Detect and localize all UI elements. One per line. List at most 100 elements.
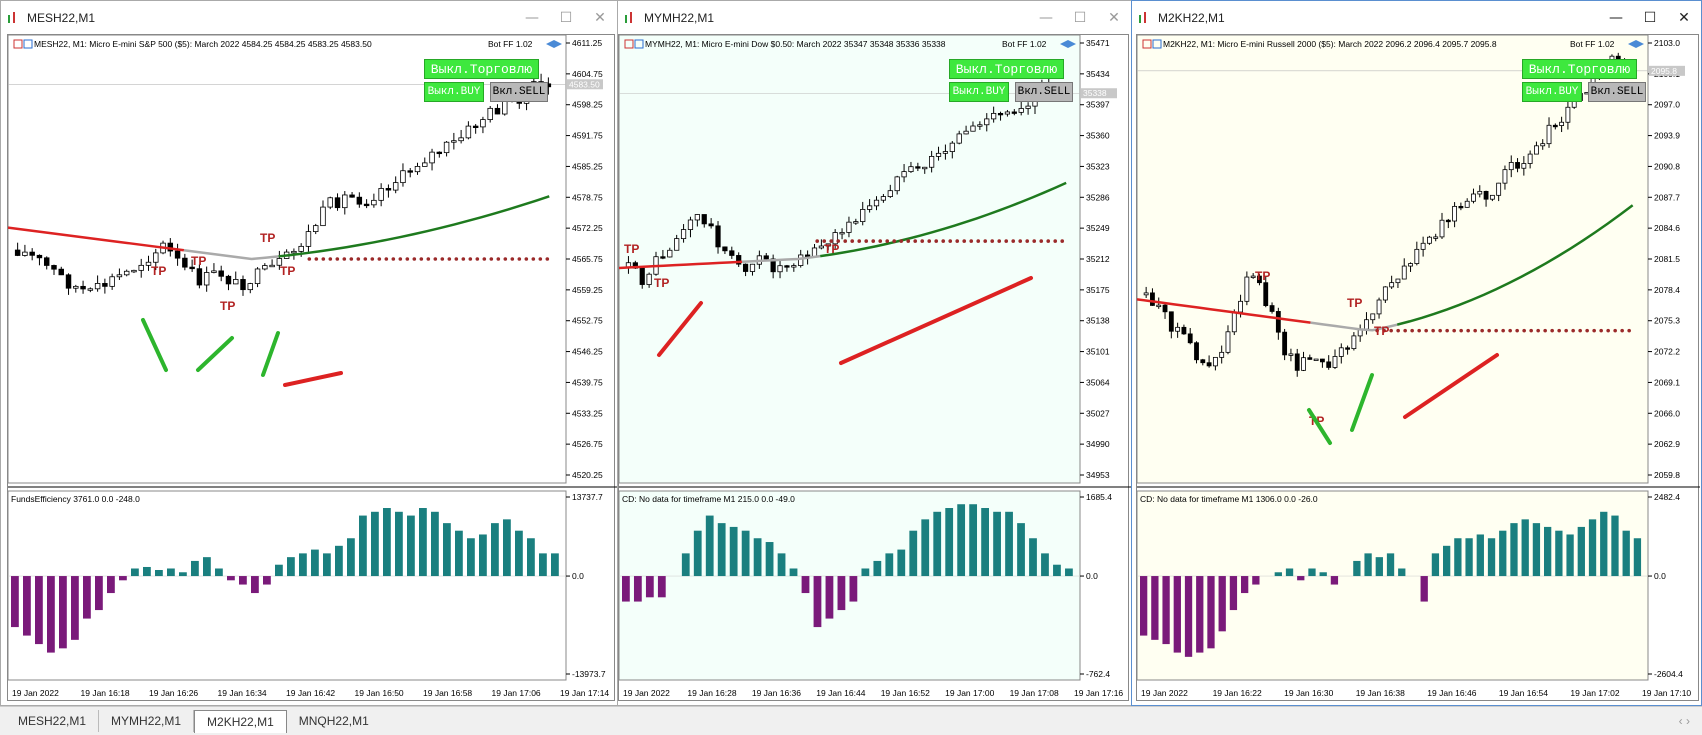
toggle-sell-button[interactable]: Вкл.SELL	[1015, 82, 1073, 102]
level-dot	[1515, 328, 1519, 333]
close-icon[interactable]: ✕	[1678, 9, 1690, 26]
level-dot	[363, 257, 368, 261]
level-dot	[510, 257, 515, 261]
indicator-bar	[1041, 553, 1049, 577]
trend-stroke	[283, 371, 343, 387]
candle	[429, 151, 435, 164]
minimize-icon[interactable]: —	[1039, 9, 1053, 26]
indicator-bar	[299, 553, 307, 577]
candle	[708, 223, 714, 227]
candle	[1025, 105, 1031, 109]
level-dot	[955, 239, 960, 243]
toggle-sell-button[interactable]: Вкл.SELL	[490, 82, 548, 102]
time-tick-label: 19 Jan 16:50	[355, 688, 404, 698]
chart-area[interactable]: MESH22, M1: Micro E-mini S&P 500 ($5): M…	[7, 34, 618, 704]
level-dot	[1571, 328, 1575, 333]
window-title: MESH22,M1	[27, 10, 96, 25]
level-dot	[815, 239, 820, 243]
minimize-icon[interactable]: —	[525, 9, 539, 26]
indicator-bar	[179, 572, 187, 577]
chart-area[interactable]: MYMH22, M1: Micro E-mini Dow $0.50: Marc…	[618, 34, 1132, 704]
indicator-bar	[47, 576, 55, 653]
price-tick-label: 4611.25	[572, 38, 602, 48]
candle	[991, 112, 997, 120]
toggle-trading-button[interactable]: Выкл.Торговлю	[949, 59, 1064, 79]
toggle-buy-button[interactable]: Выкл.BUY	[424, 82, 484, 102]
candle	[451, 140, 457, 143]
tab-scroll-icon[interactable]: ‹ ›	[1678, 714, 1690, 728]
bot-label: Bot FF 1.02	[1570, 39, 1615, 49]
indicator-bar	[1611, 515, 1619, 577]
indicator-bar	[1386, 553, 1395, 577]
window-titlebar[interactable]: MYMH22,M1 — ☐ ✕	[618, 1, 1131, 34]
toggle-sell-button[interactable]: Вкл.SELL	[1588, 82, 1646, 102]
indicator-bar	[1330, 576, 1339, 585]
level-dot	[1396, 328, 1400, 333]
tp-label: TP	[624, 242, 639, 256]
candle	[51, 265, 57, 270]
indicator-bar	[957, 504, 966, 577]
close-icon[interactable]: ✕	[1108, 9, 1120, 26]
level-dot	[990, 239, 995, 243]
window-titlebar[interactable]: M2KH22,M1 — ☐ ✕	[1132, 1, 1701, 34]
tab-mymh22[interactable]: MYMH22,M1	[99, 710, 195, 732]
candle	[660, 256, 666, 259]
price-pane	[8, 35, 567, 484]
price-chart[interactable]: MYMH22, M1: Micro E-mini Dow $0.50: Marc…	[619, 35, 1132, 704]
candle	[1175, 326, 1181, 332]
level-dot	[349, 257, 354, 261]
candle	[1168, 311, 1174, 332]
level-dot	[878, 239, 883, 243]
indicator-bar	[681, 553, 690, 577]
candle	[867, 205, 873, 210]
bot-label: Bot FF 1.02	[1002, 39, 1047, 49]
trend-stroke	[657, 301, 703, 357]
level-dot	[1592, 328, 1596, 333]
chart-header: MESH22, M1: Micro E-mini S&P 500 ($5): M…	[34, 39, 372, 49]
indicator-bar	[1487, 538, 1496, 577]
price-tick-label: 35064	[1086, 377, 1110, 387]
indicator-bar	[551, 553, 559, 577]
candle	[1282, 331, 1288, 356]
candle	[1508, 162, 1514, 171]
chart-area[interactable]: M2KH22, M1: Micro E-mini Russell 2000 ($…	[1136, 34, 1700, 704]
maximize-icon[interactable]: ☐	[559, 9, 573, 26]
maximize-icon[interactable]: ☐	[1643, 9, 1657, 26]
chart-window-m2kh22[interactable]: M2KH22,M1 — ☐ ✕ M2KH22, M1: Micro E-mini…	[1131, 0, 1702, 706]
toggle-trading-button[interactable]: Выкл.Торговлю	[1522, 59, 1637, 79]
indicator-bar	[1566, 534, 1574, 577]
candle	[1376, 299, 1382, 315]
candle	[203, 272, 210, 286]
chart-window-mesh22[interactable]: MESH22,M1 — ☐ ✕ MESH22, M1: Micro E-mini…	[0, 0, 618, 706]
level-dot	[899, 239, 904, 243]
toggle-buy-button[interactable]: Выкл.BUY	[949, 82, 1009, 102]
indicator-bar	[693, 530, 702, 577]
candle	[116, 274, 123, 278]
tab-m2kh22[interactable]: M2KH22,M1	[194, 709, 287, 733]
toggle-trading-button[interactable]: Выкл.Торговлю	[424, 59, 539, 79]
candle	[1288, 353, 1294, 356]
price-chart[interactable]: MESH22, M1: Micro E-mini S&P 500 ($5): M…	[8, 35, 618, 704]
tab-mesh22[interactable]: MESH22,M1	[6, 710, 100, 732]
price-chart[interactable]: M2KH22, M1: Micro E-mini Russell 2000 ($…	[1137, 35, 1700, 704]
candle	[1389, 282, 1395, 288]
price-tick-label: 4585.25	[572, 161, 603, 171]
window-titlebar[interactable]: MESH22,M1 — ☐ ✕	[1, 1, 617, 34]
level-dot	[1564, 328, 1568, 333]
indicator-bar	[1353, 560, 1361, 577]
time-tick-label: 19 Jan 2022	[1141, 688, 1188, 698]
close-icon[interactable]: ✕	[594, 9, 606, 26]
toggle-buy-button[interactable]: Выкл.BUY	[1522, 82, 1582, 102]
candle	[1521, 163, 1527, 169]
candle	[667, 249, 673, 258]
tab-mnqh22[interactable]: MNQH22,M1	[298, 714, 369, 728]
minimize-icon[interactable]: —	[1609, 9, 1623, 26]
maximize-icon[interactable]: ☐	[1073, 9, 1087, 26]
candle	[65, 274, 72, 289]
tp-label: TP	[260, 231, 275, 245]
indicator-bar	[1162, 576, 1170, 645]
price-tick-label: 4591.75	[572, 131, 603, 141]
level-dot	[419, 257, 424, 261]
chart-window-mymh22[interactable]: MYMH22,M1 — ☐ ✕ MYMH22, M1: Micro E-mini…	[617, 0, 1132, 706]
moving-average-down	[8, 226, 185, 252]
